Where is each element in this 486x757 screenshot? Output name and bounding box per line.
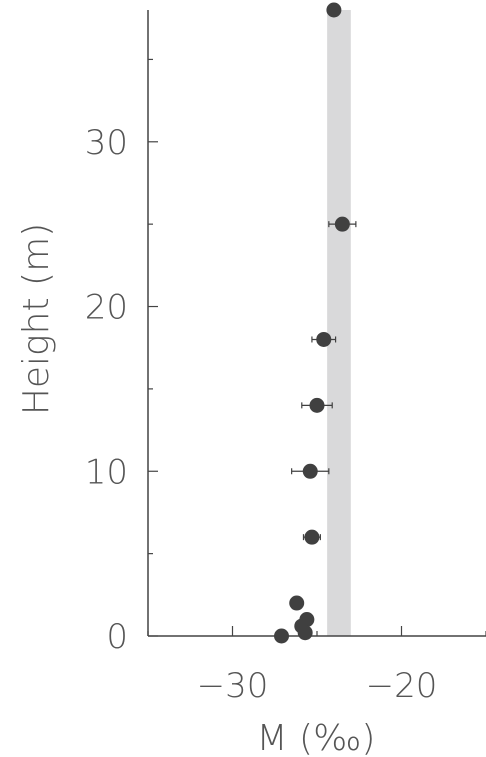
reference-band (327, 10, 351, 636)
data-point (274, 628, 290, 644)
data-point (297, 625, 313, 641)
data-point (316, 331, 332, 347)
y-tick-label: 0 (106, 617, 128, 657)
y-tick-label: 30 (85, 123, 128, 163)
data-point (309, 397, 325, 413)
x-tick-label: −30 (197, 666, 269, 706)
data-point (326, 2, 342, 18)
x-axis-title: M (‰) (257, 718, 376, 757)
data-point (289, 595, 305, 611)
y-axis-title: Height (m) (16, 223, 57, 415)
data-point (304, 529, 320, 545)
tick-labels: 0 10 20 30 −30 −20 (85, 123, 438, 706)
data-points (274, 2, 357, 644)
y-tick-label: 20 (85, 288, 128, 328)
x-tick-label: −20 (366, 666, 438, 706)
data-point (334, 216, 350, 232)
data-point (302, 463, 318, 479)
axes (147, 10, 486, 637)
y-tick-label: 10 (85, 452, 128, 492)
